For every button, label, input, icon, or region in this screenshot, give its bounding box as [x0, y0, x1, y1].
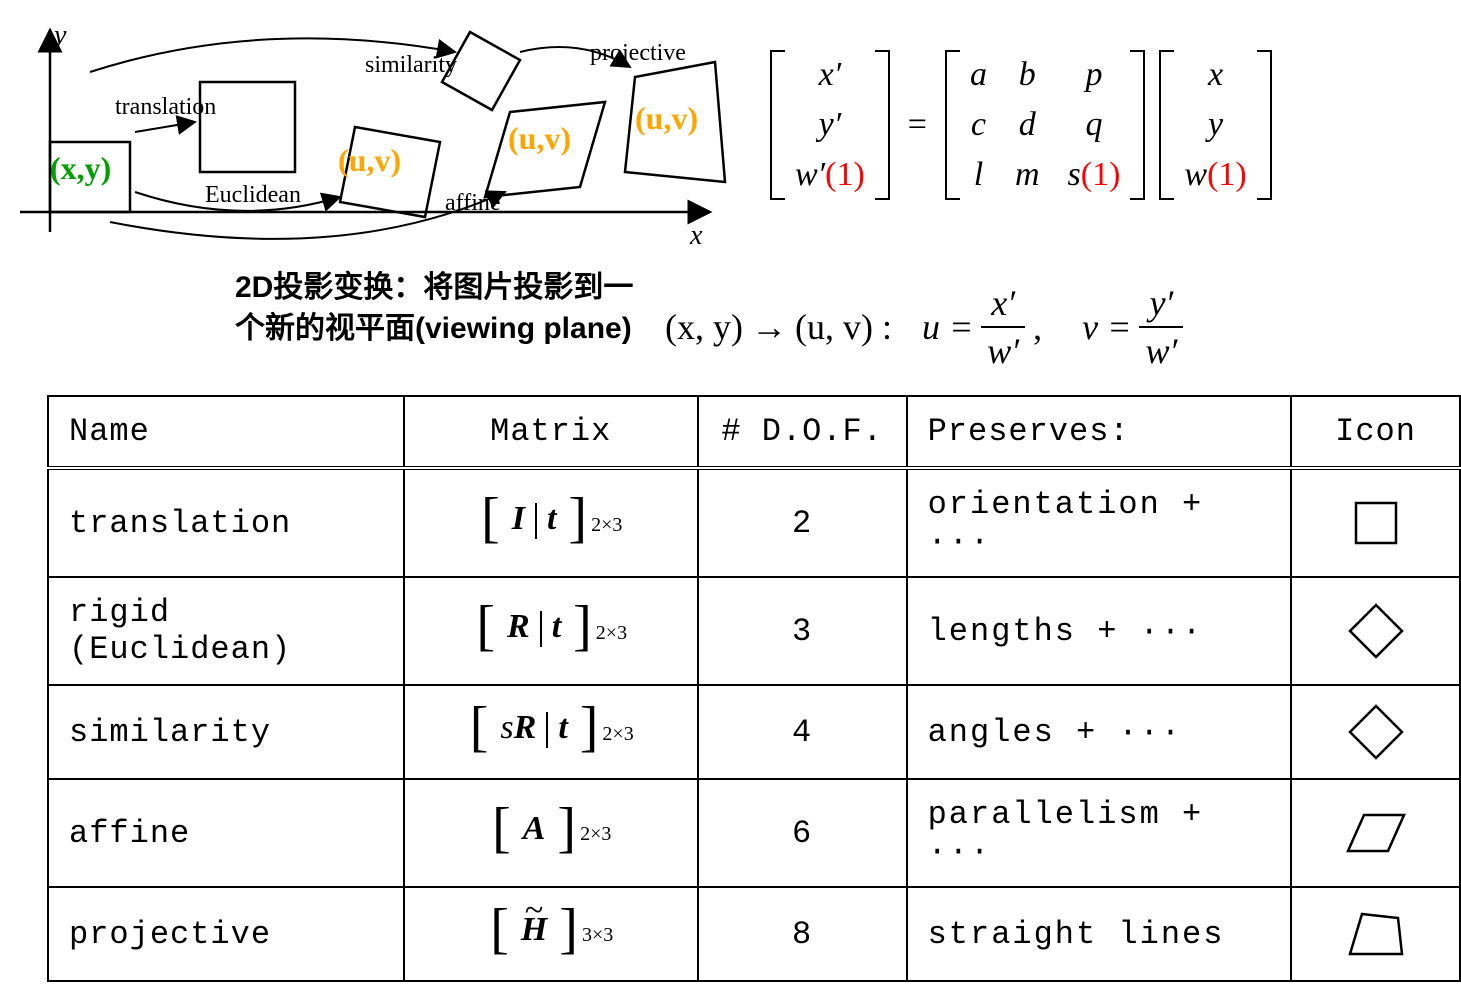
table-row: affine [A]2×3 6parallelism + ··· — [48, 779, 1460, 887]
rhs-x: x — [1208, 56, 1223, 94]
cell-preserves: lengths + ··· — [907, 577, 1292, 685]
m-m: m — [1015, 156, 1040, 194]
matrix-expr: [Rt]2×3 — [474, 608, 627, 647]
map-arrow: → — [751, 306, 787, 348]
v-frac: y′ w′ — [1139, 282, 1183, 372]
cell-name: rigid (Euclidean) — [48, 577, 404, 685]
lhs-vector: x′ y′ w′(1) — [770, 50, 890, 200]
th-icon: Icon — [1291, 396, 1460, 468]
map-left: (x, y) — [665, 306, 743, 348]
rhs-w: w(1) — [1184, 156, 1246, 194]
matrix-expr: [H]3×3 — [488, 911, 613, 949]
mapping-equation: (x, y) → (u, v) : u = x′ w′ , v = y′ w′ — [665, 282, 1183, 372]
m-b: b — [1019, 56, 1036, 94]
rhs-y: y — [1208, 106, 1223, 144]
cell-icon — [1291, 577, 1460, 685]
cell-matrix: [A]2×3 — [404, 779, 698, 887]
cell-matrix: [H]3×3 — [404, 887, 698, 981]
caption-line2: 个新的视平面(viewing plane) — [235, 312, 632, 345]
cell-dof: 6 — [698, 779, 907, 887]
cell-icon — [1291, 887, 1460, 981]
m-p: p — [1085, 56, 1102, 94]
cell-preserves: angles + ··· — [907, 685, 1292, 779]
th-preserves: Preserves: — [907, 396, 1292, 468]
cell-name: similarity — [48, 685, 404, 779]
v-num: y′ — [1143, 282, 1179, 326]
m-l: l — [974, 156, 983, 194]
lbl-projective: projective — [590, 40, 686, 67]
trapezoid-icon — [1346, 904, 1406, 964]
square-icon — [1346, 493, 1406, 553]
u-den: w′ — [981, 326, 1025, 372]
axis-x-label: x — [690, 220, 702, 252]
table-row: similarity [sRt]2×3 4angles + ··· — [48, 685, 1460, 779]
map-right: (u, v) : — [795, 306, 892, 348]
cell-preserves: straight lines — [907, 887, 1292, 981]
cell-matrix: [It]2×3 — [404, 468, 698, 577]
m-q: q — [1085, 106, 1102, 144]
lhs-x: x′ — [819, 56, 842, 94]
cell-icon — [1291, 468, 1460, 577]
cell-name: projective — [48, 887, 404, 981]
cell-dof: 2 — [698, 468, 907, 577]
map-comma: , — [1033, 306, 1042, 348]
cell-icon — [1291, 779, 1460, 887]
cell-matrix: [Rt]2×3 — [404, 577, 698, 685]
uv-label-projective: (u,v) — [635, 100, 698, 137]
axis-y-label: y — [54, 20, 66, 52]
lbl-translation: translation — [115, 94, 216, 121]
matrix-equation: x′ y′ w′(1) = a b p c d q l m s(1) — [770, 50, 1450, 200]
caption-text: 2D投影变换：将图片投影到一 个新的视平面(viewing plane) — [235, 268, 635, 349]
lbl-euclidean: Euclidean — [205, 182, 301, 209]
matrix-expr: [sRt]2×3 — [468, 709, 634, 748]
cell-preserves: orientation + ··· — [907, 468, 1292, 577]
table-header-row: Name Matrix # D.O.F. Preserves: Icon — [48, 396, 1460, 468]
cell-name: affine — [48, 779, 404, 887]
th-dof: # D.O.F. — [698, 396, 907, 468]
cell-dof: 4 — [698, 685, 907, 779]
table-row: rigid (Euclidean) [Rt]2×3 3lengths + ··· — [48, 577, 1460, 685]
table-row: translation [It]2×3 2orientation + ··· — [48, 468, 1460, 577]
th-matrix: Matrix — [404, 396, 698, 468]
cell-matrix: [sRt]2×3 — [404, 685, 698, 779]
diamond-icon — [1346, 702, 1406, 762]
th-name: Name — [48, 396, 404, 468]
uv-label-affine: (u,v) — [508, 120, 571, 157]
matrix-expr: [A]2×3 — [490, 810, 611, 848]
uv-label-euclidean: (u,v) — [338, 142, 401, 179]
cell-preserves: parallelism + ··· — [907, 779, 1292, 887]
table-row: projective [H]3×3 8straight lines — [48, 887, 1460, 981]
cell-dof: 3 — [698, 577, 907, 685]
parallelogram-icon — [1346, 803, 1406, 863]
lhs-w: w′(1) — [795, 156, 865, 194]
u-frac: x′ w′ — [981, 282, 1025, 372]
u-num: x′ — [985, 282, 1021, 326]
m-s: s(1) — [1068, 156, 1121, 194]
transform-matrix: a b p c d q l m s(1) — [945, 50, 1145, 200]
xy-label: (x,y) — [50, 150, 111, 187]
lbl-similarity: similarity — [365, 52, 457, 79]
transforms-table: Name Matrix # D.O.F. Preserves: Icon tra… — [47, 395, 1461, 982]
diamond-icon — [1346, 601, 1406, 661]
v-eq: v = — [1082, 306, 1131, 348]
lbl-affine: affine — [445, 190, 501, 217]
cell-dof: 8 — [698, 887, 907, 981]
u-eq: u = — [922, 306, 973, 348]
cell-icon — [1291, 685, 1460, 779]
lhs-y: y′ — [819, 106, 842, 144]
cell-name: translation — [48, 468, 404, 577]
rhs-vector: x y w(1) — [1159, 50, 1271, 200]
matrix-expr: [It]2×3 — [479, 500, 622, 539]
m-d: d — [1019, 106, 1036, 144]
m-a: a — [970, 56, 987, 94]
caption-line1: 2D投影变换：将图片投影到一 — [235, 271, 633, 304]
m-c: c — [971, 106, 986, 144]
transform-diagram: y x (x,y) (u,v) (u,v) (u,v) translation … — [10, 22, 740, 262]
equals-sign: = — [904, 106, 931, 144]
v-den: w′ — [1139, 326, 1183, 372]
